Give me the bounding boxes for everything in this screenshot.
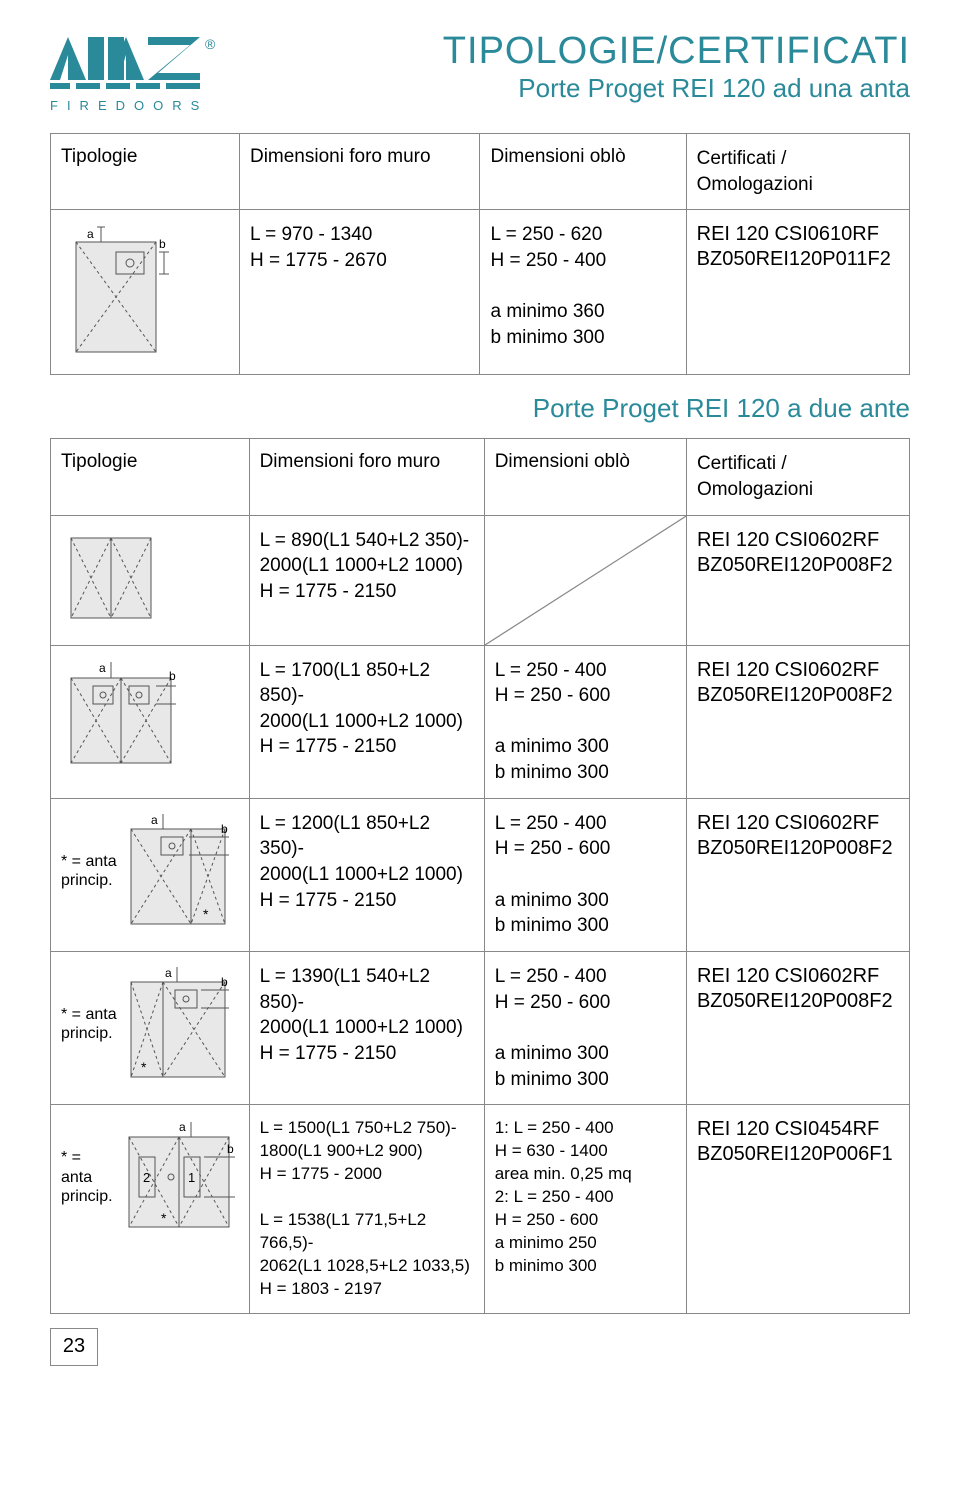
svg-text:b: b xyxy=(169,669,176,683)
svg-text:b: b xyxy=(159,237,166,251)
dim-oblo-value: 1: L = 250 - 400 H = 630 - 1400 area min… xyxy=(495,1117,676,1278)
header-dim-foro: Dimensioni foro muro xyxy=(239,134,480,210)
door-diagram-single: a b xyxy=(61,222,171,362)
table-header-row: Tipologie Dimensioni foro muro Dimension… xyxy=(51,134,910,210)
spec-table-double-leaf: Tipologie Dimensioni foro muro Dimension… xyxy=(50,438,910,1313)
spec-table-single-leaf: Tipologie Dimensioni foro muro Dimension… xyxy=(50,133,910,375)
dim-foro-value: L = 1700(L1 850+L2 850)- 2000(L1 1000+L2… xyxy=(260,658,474,761)
table-header-row: Tipologie Dimensioni foro muro Dimension… xyxy=(51,439,910,515)
header-tipologie: Tipologie xyxy=(51,134,240,210)
header-dim-oblo: Dimensioni oblò xyxy=(480,134,686,210)
page-number: 23 xyxy=(50,1328,98,1366)
header-dim-oblo: Dimensioni oblò xyxy=(484,439,686,515)
header-cert: Certificati / Omologazioni xyxy=(697,146,899,197)
dim-oblo-value: L = 250 - 400 H = 250 - 600 a minimo 300… xyxy=(495,964,676,1092)
table-row: * = anta princip. 2 1 * xyxy=(51,1105,910,1314)
page-subtitle-1: Porte Proget REI 120 ad una anta xyxy=(443,73,910,104)
dim-foro-value: L = 890(L1 540+L2 350)- 2000(L1 1000+L2 … xyxy=(260,528,474,605)
header-dim-foro: Dimensioni foro muro xyxy=(249,439,484,515)
svg-text:a: a xyxy=(165,966,172,980)
table-row: a b L = 970 - 1340 H = 1775 - 2670 L = 2… xyxy=(51,210,910,375)
svg-text:b: b xyxy=(221,975,228,989)
svg-text:*: * xyxy=(161,1210,167,1226)
cert-value: REI 120 CSI0602RF BZ050REI120P008F2 xyxy=(697,658,899,708)
door-diagram-asym-left: * a b xyxy=(123,964,233,1084)
cert-value: REI 120 CSI0454RF BZ050REI120P006F1 xyxy=(697,1117,899,1167)
ninz-logo-icon: ® xyxy=(50,30,250,100)
dim-foro-value: L = 970 - 1340 H = 1775 - 2670 xyxy=(250,222,470,273)
header-cert: Certificati / Omologazioni xyxy=(697,451,899,502)
page-title: TIPOLOGIE/CERTIFICATI xyxy=(443,30,910,73)
anta-princip-label: * = anta princip. xyxy=(61,852,117,890)
dim-oblo-value: L = 250 - 400 H = 250 - 600 a minimo 300… xyxy=(495,658,676,786)
section-title-double: Porte Proget REI 120 a due ante xyxy=(50,393,910,424)
door-diagram-numbered: 2 1 * a b xyxy=(119,1117,239,1237)
cert-value: REI 120 CSI0602RF BZ050REI120P008F2 xyxy=(697,964,899,1014)
anta-princip-label: * = anta princip. xyxy=(61,1005,117,1043)
header-tipologie: Tipologie xyxy=(51,439,250,515)
cert-value: REI 120 CSI0610RF BZ050REI120P011F2 xyxy=(697,222,899,272)
dim-foro-value: L = 1500(L1 750+L2 750)- 1800(L1 900+L2 … xyxy=(260,1117,474,1301)
svg-text:2: 2 xyxy=(143,1170,150,1185)
diagonal-empty-cell xyxy=(484,515,686,645)
door-diagram-double-plain xyxy=(61,528,161,628)
table-row: * = anta princip. * a b xyxy=(51,798,910,951)
cert-value: REI 120 CSI0602RF BZ050REI120P008F2 xyxy=(697,811,899,861)
svg-text:*: * xyxy=(203,906,209,922)
door-diagram-double-2oblo: a b xyxy=(61,658,181,768)
table-row: a b L = 1700(L1 850+L2 850)- 2000(L1 100… xyxy=(51,645,910,798)
page-title-block: TIPOLOGIE/CERTIFICATI Porte Proget REI 1… xyxy=(443,30,910,104)
svg-text:1: 1 xyxy=(188,1170,195,1185)
brand-subtitle: FIREDOORS xyxy=(50,98,208,113)
anta-princip-label: * = anta princip. xyxy=(61,1148,113,1206)
svg-text:a: a xyxy=(87,227,94,241)
svg-text:a: a xyxy=(179,1120,186,1134)
dim-oblo-value: L = 250 - 400 H = 250 - 600 a minimo 300… xyxy=(495,811,676,939)
dim-foro-value: L = 1390(L1 540+L2 850)- 2000(L1 1000+L2… xyxy=(260,964,474,1067)
registered-mark: ® xyxy=(205,36,216,52)
svg-text:b: b xyxy=(227,1142,234,1156)
table-row: L = 890(L1 540+L2 350)- 2000(L1 1000+L2 … xyxy=(51,515,910,645)
svg-text:a: a xyxy=(151,813,158,827)
dim-foro-value: L = 1200(L1 850+L2 350)- 2000(L1 1000+L2… xyxy=(260,811,474,914)
svg-text:b: b xyxy=(221,822,228,836)
dim-oblo-value: L = 250 - 620 H = 250 - 400 a minimo 360… xyxy=(490,222,675,350)
svg-text:*: * xyxy=(141,1059,147,1075)
table-row: * = anta princip. * a b xyxy=(51,951,910,1104)
brand-logo: ® FIREDOORS xyxy=(50,30,250,113)
cert-value: REI 120 CSI0602RF BZ050REI120P008F2 xyxy=(697,528,899,578)
door-diagram-asym-right: * a b xyxy=(123,811,233,931)
page-header: ® FIREDOORS TIPOLOGIE/CERTIFICATI Porte … xyxy=(50,30,910,113)
svg-text:a: a xyxy=(99,661,106,675)
